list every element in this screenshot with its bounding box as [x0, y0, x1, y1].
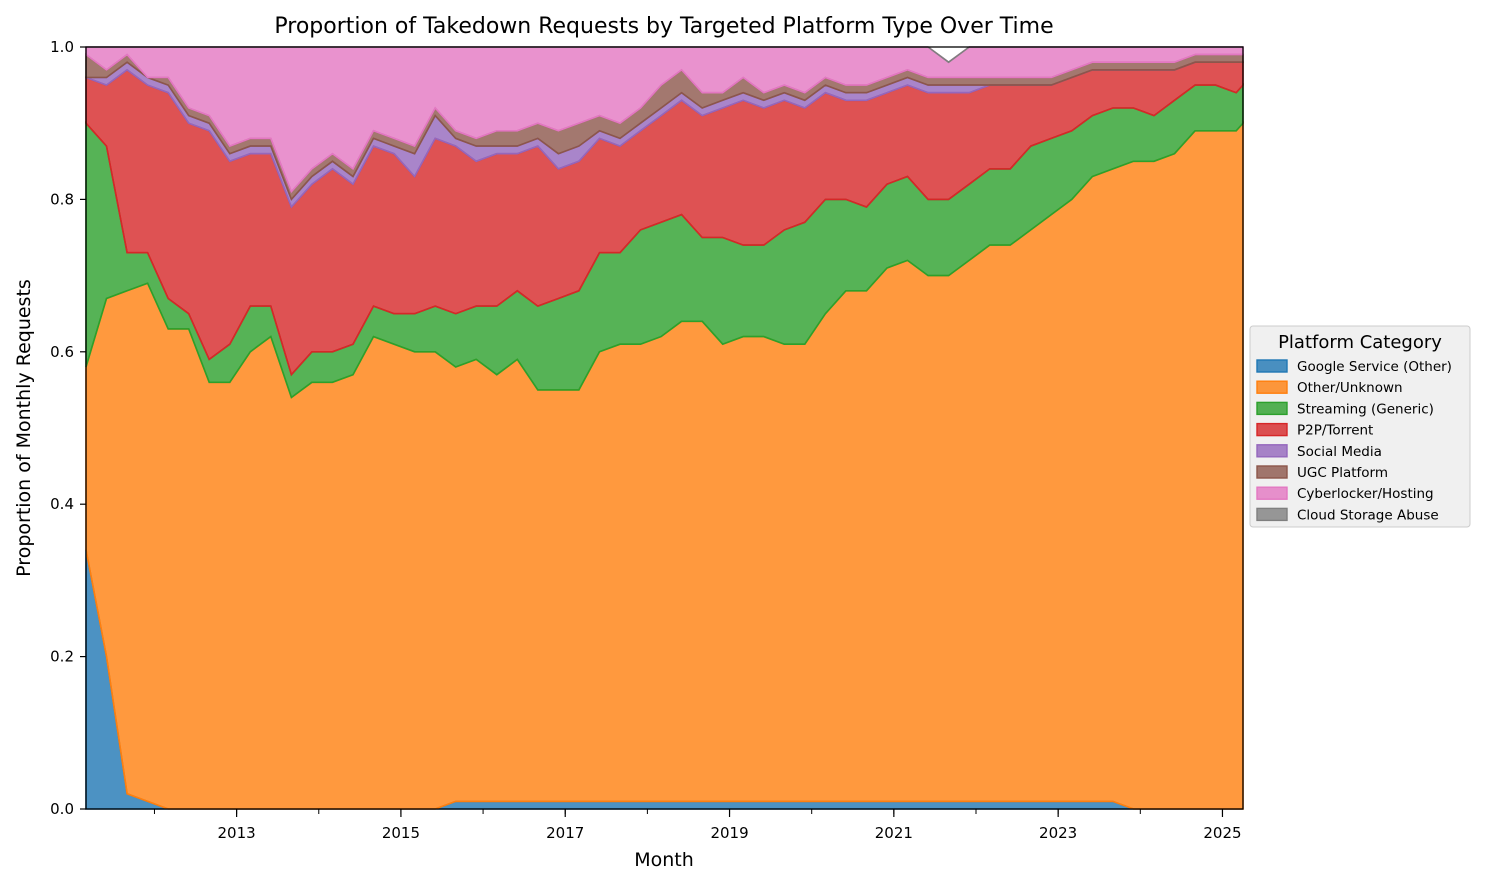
legend-swatch-streaming-generic: [1256, 401, 1288, 416]
legend-label-google-service-other: Google Service (Other): [1297, 359, 1452, 375]
plot-frame: [85, 46, 1244, 810]
chart-title: Proportion of Takedown Requests by Targe…: [274, 14, 1053, 39]
y-tick-label: 0.8: [50, 190, 74, 208]
legend-label-ugc-platform: UGC Platform: [1297, 465, 1388, 481]
legend-swatch-p2p-torrent: [1256, 422, 1288, 437]
x-axis-ticks: 2013 2015 2017 2019 2021 2023 2025: [153, 809, 1242, 842]
x-tick-label: 2015: [382, 824, 420, 842]
x-tick-label: 2013: [218, 824, 256, 842]
x-tick-label: 2021: [875, 824, 913, 842]
legend-swatch-ugc-platform: [1256, 465, 1288, 479]
legend: Platform Category Google Service (Other)…: [1249, 325, 1471, 528]
legend-swatch-social-media: [1256, 444, 1288, 458]
y-tick-label: 0.4: [50, 495, 74, 513]
legend-label-other-unknown: Other/Unknown: [1297, 380, 1403, 396]
legend-label-streaming-generic: Streaming (Generic): [1297, 401, 1434, 417]
x-tick-label: 2017: [546, 824, 584, 842]
area-series-group: [85, 46, 1244, 810]
x-tick-label: 2019: [710, 824, 748, 842]
legend-label-p2p-torrent: P2P/Torrent: [1297, 423, 1373, 439]
legend-items: Google Service (Other) Other/Unknown Strea…: [1256, 359, 1452, 523]
legend-label-social-media: Social Media: [1297, 444, 1382, 460]
y-tick-label: 1.0: [50, 38, 74, 56]
legend-box: [1249, 325, 1471, 528]
legend-title: Platform Category: [1278, 332, 1442, 353]
x-tick-label: 2023: [1039, 824, 1077, 842]
legend-label-cyberlocker-hosting: Cyberlocker/Hosting: [1297, 486, 1434, 502]
y-tick-label: 0.2: [50, 648, 74, 666]
legend-swatch-google-service-other: [1256, 359, 1288, 373]
x-axis-label: Month: [634, 849, 694, 871]
y-axis-ticks: 0.0 0.2 0.4 0.6 0.8 1.0: [50, 38, 86, 818]
x-tick-label: 2025: [1203, 824, 1241, 842]
legend-swatch-cyberlocker-hosting: [1256, 486, 1288, 500]
legend-label-cloud-storage-abuse: Cloud Storage Abuse: [1297, 507, 1439, 523]
y-axis-label: Proportion of Monthly Requests: [13, 279, 35, 577]
legend-swatch-other-unknown: [1256, 380, 1288, 394]
y-tick-label: 0.0: [50, 800, 74, 818]
y-tick-label: 0.6: [50, 343, 74, 361]
legend-swatch-cloud-storage-abuse: [1256, 507, 1288, 522]
